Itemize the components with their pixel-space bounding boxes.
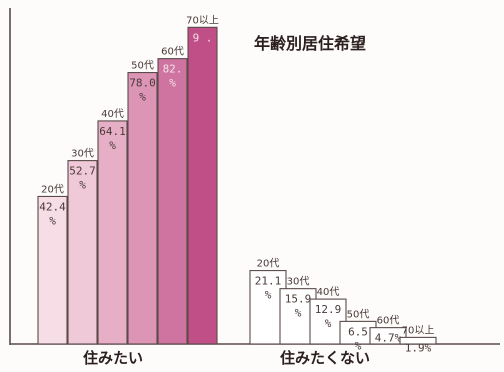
want-value-label-5: 82.: [163, 63, 183, 76]
want-bar-3: [97, 120, 128, 345]
want-bar-5: [157, 58, 188, 345]
not-want-age-label-4: 50代: [347, 308, 370, 320]
not-want-unit-label-2: %: [295, 307, 302, 320]
group-label-want: 住みたい: [83, 349, 143, 367]
chart-title: 年齢別居住希望: [254, 34, 366, 53]
group-label-not-want: 住みたくない: [280, 349, 370, 367]
not-want-unit-label-4: %: [355, 339, 362, 352]
want-age-label-4: 50代: [131, 60, 154, 72]
want-unit-label-3: %: [109, 139, 116, 152]
not-want-unit-label-1: %: [265, 289, 272, 302]
want-value-label-1: 42.4: [39, 200, 66, 213]
not-want-value-label-5: 4.7%: [375, 332, 402, 345]
want-unit-label-4: %: [139, 91, 146, 104]
want-bar-1: [37, 195, 68, 345]
want-unit-label-1: %: [49, 214, 56, 227]
want-value-label-3: 64.1: [99, 125, 126, 138]
want-age-label-2: 30代: [71, 148, 94, 160]
not-want-age-label-1: 20代: [257, 258, 280, 270]
bars-layer: 20代 42.4% 30代 52.7% 40代 64.1% 50代 78.0% 60代 82.% 7…: [37, 14, 437, 354]
not-want-value-label-2: 15.9: [285, 293, 312, 306]
not-want-value-label-1: 21.1: [255, 275, 282, 288]
not-want-unit-label-3: %: [325, 317, 332, 330]
want-bar-6: [187, 26, 218, 345]
want-unit-label-5: %: [169, 77, 176, 90]
want-age-label-1: 20代: [41, 183, 64, 195]
want-age-label-3: 40代: [101, 108, 124, 120]
not-want-age-label-2: 30代: [287, 276, 310, 288]
not-want-bar-5: [369, 327, 407, 345]
want-value-label-4: 78.0: [129, 77, 156, 90]
want-age-label-6: 70以上: [186, 14, 219, 26]
want-bar-4: [127, 72, 158, 345]
not-want-value-label-4: 6.5: [348, 325, 368, 338]
want-unit-label-2: %: [79, 179, 86, 192]
want-value-label-2: 52.7: [69, 165, 96, 178]
want-bar-2: [67, 160, 98, 345]
want-value-label-6: 9 .: [193, 31, 213, 44]
want-age-label-5: 60代: [161, 46, 184, 58]
not-want-value-label-6: 1.9%: [405, 341, 432, 354]
not-want-age-label-3: 40代: [317, 286, 340, 298]
not-want-bar-6: [399, 336, 437, 345]
not-want-age-label-5: 60代: [377, 315, 400, 327]
not-want-value-label-3: 12.9: [315, 303, 342, 316]
not-want-age-label-6: 70以上: [402, 324, 435, 336]
